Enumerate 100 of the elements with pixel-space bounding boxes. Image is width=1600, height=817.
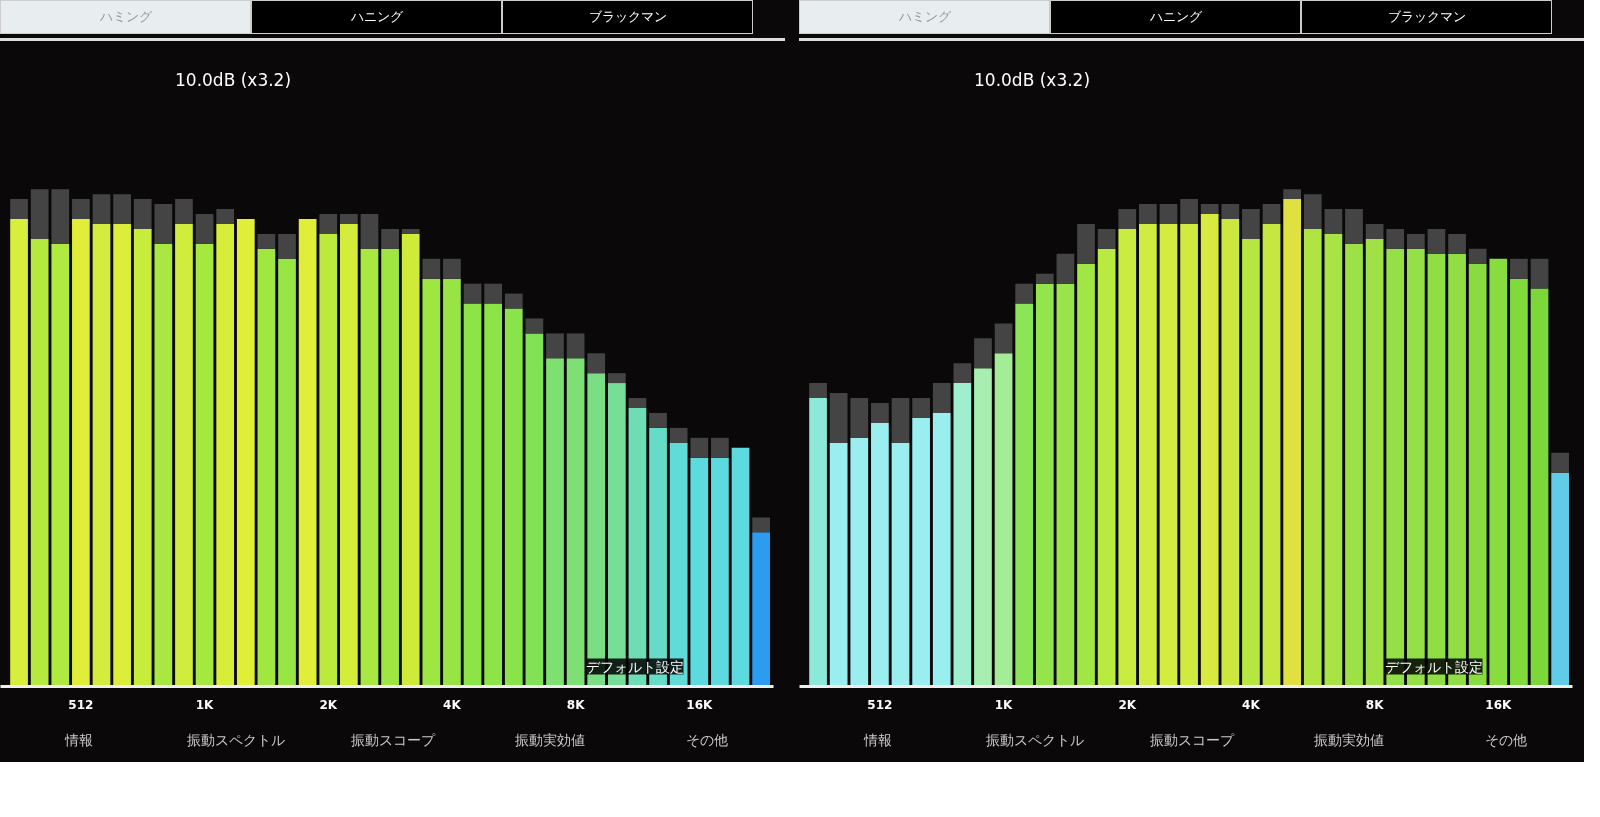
bar bbox=[154, 243, 173, 687]
bar bbox=[669, 427, 688, 443]
bar bbox=[113, 194, 131, 224]
bar bbox=[1180, 199, 1198, 224]
bar bbox=[1303, 194, 1322, 229]
bar bbox=[974, 338, 992, 369]
bar bbox=[278, 258, 296, 687]
bar bbox=[154, 204, 173, 244]
bar bbox=[51, 243, 70, 687]
bar bbox=[257, 248, 276, 687]
bar bbox=[1097, 228, 1116, 249]
bar bbox=[1530, 288, 1549, 687]
bar bbox=[1180, 223, 1198, 687]
bar bbox=[319, 233, 338, 687]
bar bbox=[319, 214, 338, 234]
bar bbox=[463, 303, 482, 687]
bar bbox=[1035, 273, 1054, 284]
bar bbox=[1386, 228, 1405, 249]
bar bbox=[628, 407, 647, 687]
text: 情報 bbox=[863, 731, 892, 750]
annotation: デフォルト設定 bbox=[585, 658, 684, 675]
bar bbox=[669, 442, 688, 687]
bar bbox=[891, 442, 910, 687]
bar bbox=[690, 457, 709, 687]
bar bbox=[360, 248, 379, 687]
bar bbox=[504, 293, 523, 309]
text: その他 bbox=[1484, 731, 1527, 750]
bar bbox=[10, 199, 28, 219]
bar bbox=[1077, 223, 1095, 264]
bar bbox=[871, 403, 889, 423]
bar bbox=[731, 447, 750, 687]
bar bbox=[711, 437, 729, 458]
bar bbox=[216, 223, 235, 687]
bar bbox=[1221, 204, 1240, 219]
x-tick-label: 512 bbox=[68, 697, 94, 712]
text: 10.0dB (x3.2) bbox=[974, 69, 1091, 93]
x-tick-label: 8K bbox=[1365, 697, 1385, 712]
x-tick-label: 16K bbox=[1485, 697, 1512, 712]
bar bbox=[1035, 283, 1054, 687]
bar bbox=[257, 233, 276, 249]
bar bbox=[216, 209, 235, 224]
bar bbox=[891, 398, 910, 443]
bar bbox=[72, 219, 90, 687]
x-tick-label: 4K bbox=[1242, 697, 1261, 712]
bar bbox=[690, 437, 709, 458]
bar bbox=[381, 228, 399, 249]
bar bbox=[92, 223, 111, 687]
bar bbox=[484, 303, 503, 687]
bar bbox=[1242, 209, 1260, 239]
bar bbox=[932, 412, 951, 687]
bar bbox=[360, 214, 379, 249]
bar bbox=[1510, 258, 1528, 279]
x-tick-label: 8K bbox=[566, 697, 586, 712]
text: ハミング bbox=[99, 7, 152, 26]
bar bbox=[463, 283, 482, 304]
text: ハニング bbox=[350, 7, 403, 26]
bar bbox=[953, 363, 972, 384]
bar bbox=[829, 393, 848, 443]
bar bbox=[1015, 303, 1034, 687]
x-tick-label: 2K bbox=[319, 697, 338, 712]
bar bbox=[829, 442, 848, 687]
bar bbox=[1262, 223, 1281, 687]
text: 10.0dB (x3.2) bbox=[175, 69, 292, 93]
annotation: デフォルト設定 bbox=[1384, 658, 1483, 675]
bar bbox=[649, 427, 667, 687]
bar bbox=[546, 358, 564, 687]
bar bbox=[1427, 253, 1446, 687]
bar bbox=[953, 383, 972, 687]
bar bbox=[381, 248, 399, 687]
bar bbox=[1283, 189, 1302, 200]
bar bbox=[871, 422, 889, 687]
bar bbox=[1551, 452, 1569, 473]
bar bbox=[525, 333, 544, 687]
text: 振動実効値 bbox=[514, 731, 585, 750]
bar bbox=[1118, 209, 1137, 229]
bar bbox=[974, 368, 992, 687]
bar bbox=[92, 194, 111, 224]
bar bbox=[1303, 228, 1322, 687]
bar bbox=[546, 333, 564, 359]
bar bbox=[1221, 219, 1240, 687]
bar bbox=[1365, 223, 1384, 239]
text: 振動スペクトル bbox=[985, 731, 1084, 750]
bar bbox=[1097, 248, 1116, 687]
bar bbox=[912, 398, 930, 418]
bar bbox=[1345, 243, 1363, 687]
bar bbox=[525, 318, 544, 334]
bar bbox=[443, 258, 461, 279]
text: ハニング bbox=[1149, 7, 1202, 26]
bar bbox=[1139, 223, 1157, 687]
bar bbox=[850, 398, 869, 438]
bar bbox=[1427, 228, 1446, 254]
bar bbox=[1365, 238, 1384, 687]
bar bbox=[422, 278, 441, 687]
bar bbox=[752, 532, 770, 687]
bar bbox=[1510, 278, 1528, 687]
bar bbox=[1056, 283, 1075, 687]
x-tick-label: 1K bbox=[195, 697, 215, 712]
x-tick-label: 2K bbox=[1118, 697, 1137, 712]
bar bbox=[1118, 228, 1137, 687]
bar bbox=[1200, 204, 1219, 215]
